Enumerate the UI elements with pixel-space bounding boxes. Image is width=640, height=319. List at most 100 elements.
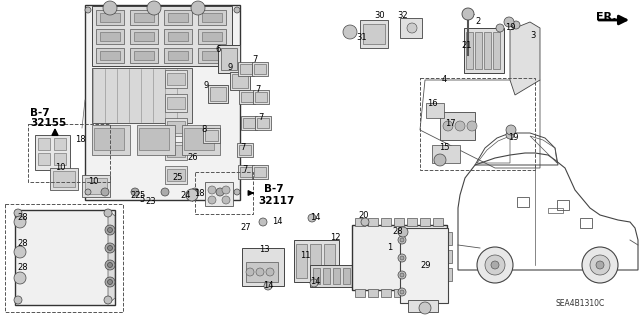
Circle shape [485, 255, 505, 275]
Text: FR.: FR. [596, 12, 616, 22]
Bar [313, 268, 320, 284]
Bar [139, 128, 169, 150]
Bar [400, 228, 448, 303]
Circle shape [14, 209, 22, 217]
Circle shape [506, 125, 516, 135]
Text: 26: 26 [188, 153, 198, 162]
Bar [164, 29, 192, 44]
Text: 31: 31 [356, 33, 367, 41]
Bar [164, 48, 192, 63]
Bar [134, 32, 154, 41]
Polygon shape [510, 22, 540, 95]
Circle shape [108, 263, 113, 268]
Text: 27: 27 [241, 224, 252, 233]
Text: 5: 5 [140, 196, 145, 204]
Bar [203, 128, 220, 143]
Bar [368, 218, 378, 226]
Circle shape [131, 188, 139, 196]
Text: 29: 29 [420, 261, 431, 270]
Circle shape [104, 296, 112, 304]
Circle shape [234, 189, 240, 195]
Circle shape [14, 246, 26, 258]
Bar [310, 244, 321, 278]
Bar [420, 218, 430, 226]
Bar [82, 175, 110, 197]
Circle shape [477, 247, 513, 283]
Bar [360, 20, 388, 48]
Text: 32: 32 [397, 11, 408, 19]
Circle shape [104, 209, 112, 217]
Bar [85, 178, 107, 194]
Circle shape [400, 290, 404, 294]
Bar [493, 32, 500, 69]
Bar [134, 51, 154, 60]
Circle shape [222, 186, 230, 194]
Bar [100, 32, 120, 41]
Bar [239, 145, 251, 155]
Circle shape [398, 288, 406, 296]
Bar [241, 116, 257, 130]
Bar [355, 218, 365, 226]
Circle shape [398, 254, 406, 262]
Circle shape [105, 243, 115, 253]
Bar [92, 125, 130, 155]
Bar [218, 45, 240, 73]
Circle shape [504, 17, 514, 27]
Bar [464, 28, 504, 73]
Bar [92, 68, 192, 123]
Text: 19: 19 [505, 23, 515, 32]
Bar [208, 85, 228, 103]
Circle shape [147, 1, 161, 15]
Bar [195, 172, 253, 214]
Bar [241, 92, 253, 102]
Bar [54, 153, 66, 165]
Circle shape [407, 23, 417, 33]
Bar [548, 208, 563, 213]
Circle shape [361, 218, 369, 226]
Bar [205, 130, 218, 141]
Text: 7: 7 [243, 166, 248, 174]
Bar [168, 32, 188, 41]
Bar [432, 145, 460, 163]
Bar [240, 64, 252, 74]
Bar [254, 167, 266, 177]
Bar [310, 265, 365, 287]
Bar [35, 135, 70, 170]
Bar [444, 268, 452, 281]
Bar [165, 94, 187, 112]
Circle shape [590, 255, 610, 275]
Circle shape [105, 225, 115, 235]
Circle shape [308, 214, 316, 222]
Circle shape [400, 256, 404, 260]
Bar [420, 78, 535, 170]
Bar [323, 268, 330, 284]
Text: 18: 18 [75, 136, 85, 145]
Bar [198, 48, 226, 63]
Circle shape [264, 282, 272, 290]
Text: 14: 14 [272, 218, 282, 226]
Circle shape [596, 261, 604, 269]
Bar [355, 289, 365, 297]
Bar [184, 128, 214, 150]
Bar [28, 124, 110, 182]
Bar [253, 90, 269, 104]
Bar [243, 118, 255, 128]
Bar [130, 48, 158, 63]
Bar [368, 289, 378, 297]
Bar [210, 87, 226, 101]
Circle shape [216, 188, 224, 196]
Circle shape [266, 268, 274, 276]
Bar [381, 289, 391, 297]
Bar [100, 51, 120, 60]
Circle shape [246, 268, 254, 276]
Text: 20: 20 [359, 211, 369, 219]
Bar [5, 204, 123, 312]
Bar [420, 289, 430, 297]
Text: 28: 28 [18, 263, 28, 272]
Bar [408, 300, 438, 312]
Circle shape [208, 196, 216, 204]
Bar [475, 32, 482, 69]
Bar [38, 138, 50, 150]
Bar [394, 289, 404, 297]
Text: 21: 21 [461, 41, 472, 49]
